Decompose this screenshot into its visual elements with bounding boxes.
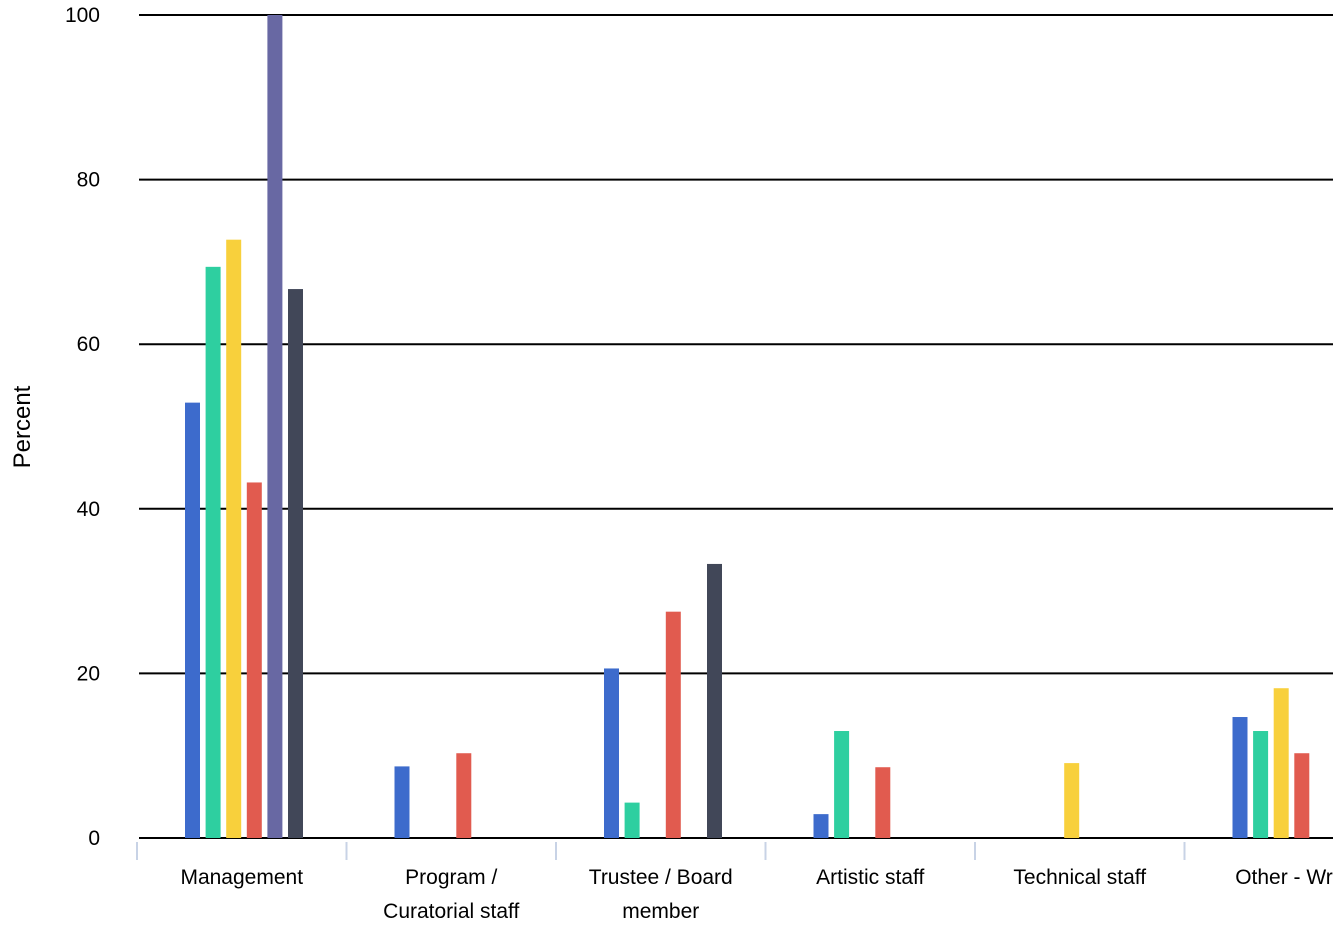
x-tick-label: Curatorial staff <box>383 900 519 923</box>
bar <box>394 766 410 838</box>
x-tick-label: Artistic staff <box>816 866 924 889</box>
y-tick-label: 100 <box>65 4 100 27</box>
bar <box>185 402 200 838</box>
y-tick-label: 0 <box>88 827 100 850</box>
y-axis-title: Percent <box>9 385 36 468</box>
bar <box>1253 731 1269 838</box>
bar <box>813 814 829 838</box>
bar <box>707 563 722 838</box>
x-tick-label: Technical staff <box>1013 866 1146 889</box>
x-tick-label: Trustee / Board <box>589 866 733 889</box>
bar <box>834 731 850 838</box>
bar <box>456 753 472 838</box>
bars <box>185 15 1310 839</box>
x-tick-label: Program / <box>405 866 497 889</box>
x-tick-label: Other - Writ <box>1235 866 1333 889</box>
bar <box>1294 753 1310 838</box>
x-tick-label: Management <box>180 866 303 889</box>
bar <box>246 482 262 838</box>
bar <box>624 802 640 838</box>
y-tick-label: 80 <box>77 169 100 192</box>
bar <box>1273 688 1289 838</box>
bar <box>267 15 283 838</box>
bar <box>604 668 619 838</box>
bar <box>288 289 303 839</box>
y-tick-label: 60 <box>77 333 100 356</box>
bar <box>226 239 242 838</box>
bar <box>665 611 681 838</box>
y-tick-label: 20 <box>77 662 100 685</box>
y-axis-ticks: 0 20 40 60 80 100 <box>65 4 100 850</box>
x-axis: Management Program / Curatorial staff Trust… <box>136 842 1333 923</box>
bar <box>1232 717 1248 838</box>
bar <box>205 266 221 838</box>
x-tick-label: member <box>622 900 699 923</box>
bar <box>875 767 891 838</box>
bar <box>1064 763 1080 838</box>
gridlines <box>139 14 1333 839</box>
y-tick-label: 40 <box>77 498 100 521</box>
